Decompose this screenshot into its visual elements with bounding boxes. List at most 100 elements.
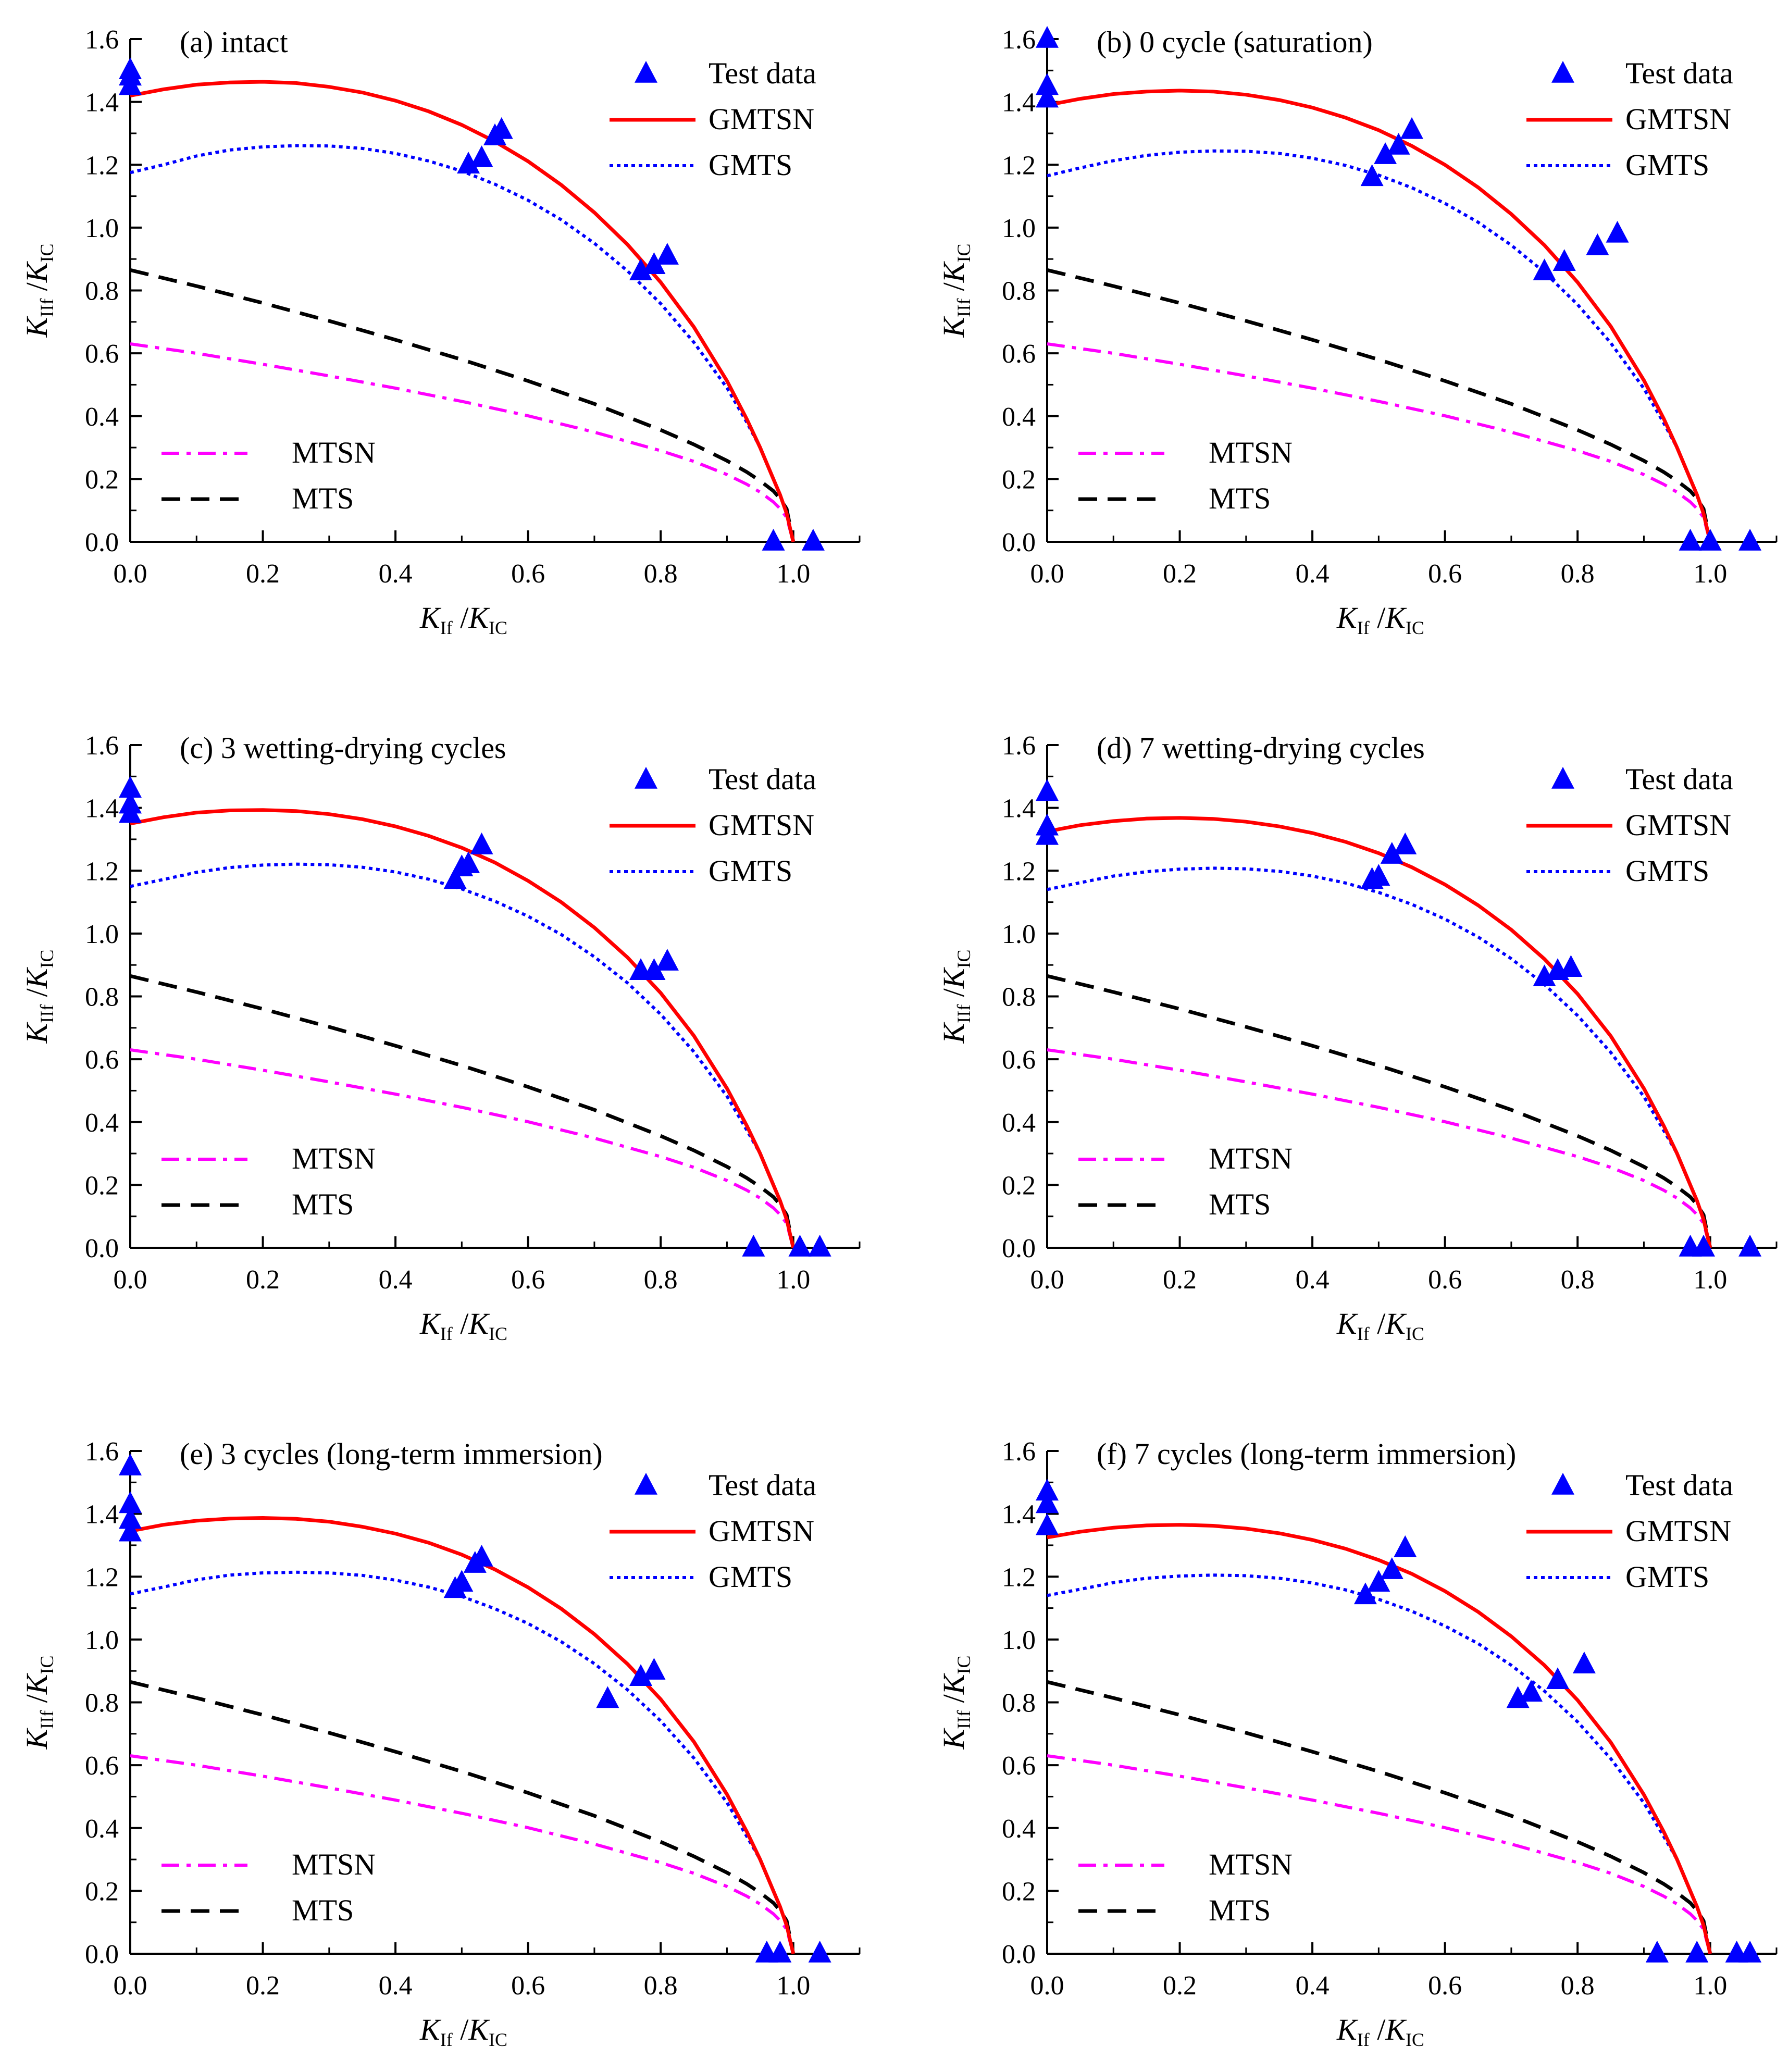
legend-label-mtsn: MTSN xyxy=(292,1142,376,1175)
y-tick-label: 0.8 xyxy=(1002,1689,1036,1718)
x-tick-label: 1.0 xyxy=(776,559,810,589)
x-tick-label: 0.8 xyxy=(1561,559,1595,589)
x-tick-label: 0.4 xyxy=(1296,1265,1330,1295)
legend-label-gmts: GMTS xyxy=(709,854,792,888)
test-data-point xyxy=(1572,1652,1596,1673)
gmtsn-curve xyxy=(1047,816,1712,1248)
test-data-point xyxy=(762,528,785,551)
panel-c: 0.0 0.2 0.4 0.6 0.8 1.0 0.0 0.2 0.4 0.6 0.8 1.0 1.2 1… xyxy=(20,731,861,1344)
y-tick-label: 1.0 xyxy=(85,920,119,949)
legend-label-gmts: GMTS xyxy=(1625,854,1709,888)
y-tick-label: 1.4 xyxy=(1002,1500,1036,1530)
legend-marker-test-data xyxy=(635,60,657,83)
legend-label-gmtsn: GMTSN xyxy=(709,1514,814,1548)
test-data-point xyxy=(742,1234,765,1257)
mts-curve xyxy=(1047,268,1712,542)
test-data-point xyxy=(1506,1686,1530,1708)
legend-marker-test-data xyxy=(1551,60,1574,83)
test-data-point xyxy=(490,117,513,139)
panel-label: (c) 3 wetting-drying cycles xyxy=(180,731,506,765)
test-data-point xyxy=(629,258,652,281)
x-tick-label: 0.6 xyxy=(511,559,545,589)
x-tick-label: 0.4 xyxy=(1296,559,1330,589)
y-tick-label: 0.8 xyxy=(1002,277,1036,306)
y-tick-label: 1.6 xyxy=(85,731,119,761)
test-data-point xyxy=(1546,1667,1569,1690)
y-tick-label: 1.6 xyxy=(85,1437,119,1467)
y-tick-label: 1.2 xyxy=(1002,151,1036,180)
legend-label-gmtsn: GMTSN xyxy=(1625,808,1731,842)
test-data-point xyxy=(1036,1491,1059,1513)
y-tick-label: 1.2 xyxy=(85,1562,119,1592)
test-data-point xyxy=(1698,528,1722,551)
legend-label-mts: MTS xyxy=(1209,1187,1271,1221)
x-tick-label: 0.8 xyxy=(1561,1265,1595,1295)
test-data-point xyxy=(1533,964,1556,987)
x-tick-label: 0.4 xyxy=(379,1265,413,1295)
test-data-point xyxy=(1380,1557,1403,1579)
test-data-point xyxy=(1685,1940,1709,1963)
y-tick-label: 0.2 xyxy=(85,1171,119,1200)
test-data-point xyxy=(450,1570,474,1592)
panel-label: (d) 7 wetting-drying cycles xyxy=(1097,731,1425,765)
legend-label-test-data: Test data xyxy=(709,56,816,90)
gmtsn-curve xyxy=(130,1516,796,1954)
test-data-point xyxy=(1380,842,1403,864)
x-tick-label: 0.2 xyxy=(1163,1265,1197,1295)
panel-label: (e) 3 cycles (long-term immersion) xyxy=(180,1437,603,1471)
test-data-point xyxy=(1552,249,1576,271)
y-tick-label: 1.4 xyxy=(85,794,119,824)
y-tick-label: 0.0 xyxy=(85,528,119,557)
y-tick-label: 0.8 xyxy=(1002,983,1036,1012)
x-tick-label: 1.0 xyxy=(1693,559,1727,589)
panel-e: 0.0 0.2 0.4 0.6 0.8 1.0 0.0 0.2 0.4 0.6 0.8 1.0 1.2 1… xyxy=(20,1437,861,2050)
x-tick-label: 0.0 xyxy=(114,1971,147,2001)
panel-label: (f) 7 cycles (long-term immersion) xyxy=(1097,1437,1516,1471)
test-data-point xyxy=(768,1940,792,1963)
x-tick-label: 1.0 xyxy=(776,1971,810,2001)
y-tick-label: 1.4 xyxy=(85,1500,119,1530)
y-tick-label: 0.0 xyxy=(1002,1940,1036,1969)
y-tick-label: 0.2 xyxy=(1002,1877,1036,1906)
mtsn-curve xyxy=(130,342,795,542)
x-axis-label: KIf /KIC xyxy=(1336,1307,1424,1344)
legend-label-test-data: Test data xyxy=(1625,1468,1733,1502)
legend-label-mts: MTS xyxy=(1209,481,1271,515)
y-tick-label: 1.2 xyxy=(1002,1562,1036,1592)
y-axis-label: KIIf /KIC xyxy=(20,1656,57,1750)
test-data-point xyxy=(808,1234,831,1257)
test-data-point xyxy=(1679,528,1702,551)
legend-label-test-data: Test data xyxy=(709,1468,816,1502)
test-data-point xyxy=(1367,864,1390,886)
legend-label-mtsn: MTSN xyxy=(1209,1847,1293,1881)
y-axis-label: KIIf /KIC xyxy=(20,244,57,338)
panel-b: 0.0 0.2 0.4 0.6 0.8 1.0 0.0 0.2 0.4 0.6 0.8 1.0 1.2 1… xyxy=(937,25,1778,638)
y-tick-label: 0.4 xyxy=(1002,402,1036,432)
y-tick-label: 0.4 xyxy=(85,1108,119,1138)
test-data-point xyxy=(1036,85,1059,108)
test-data-point xyxy=(1360,164,1384,187)
test-data-point xyxy=(1036,26,1059,48)
test-data-point xyxy=(629,1664,652,1686)
mts-curve xyxy=(1047,1680,1712,1954)
x-tick-label: 0.6 xyxy=(1428,559,1462,589)
x-tick-label: 0.0 xyxy=(114,559,147,589)
y-tick-label: 0.2 xyxy=(1002,1171,1036,1200)
y-tick-label: 1.0 xyxy=(1002,214,1036,243)
y-tick-label: 1.4 xyxy=(1002,88,1036,118)
legend-label-mtsn: MTSN xyxy=(1209,436,1293,469)
y-tick-label: 1.4 xyxy=(1002,794,1036,824)
mts-curve xyxy=(130,1680,796,1954)
gmts-curve xyxy=(1047,1573,1712,1954)
x-tick-label: 0.8 xyxy=(644,559,678,589)
test-data-point xyxy=(119,1491,142,1513)
legend-label-gmts: GMTS xyxy=(709,148,792,182)
gmts-curve xyxy=(130,862,795,1248)
y-tick-label: 1.2 xyxy=(85,151,119,180)
test-data-point xyxy=(1645,1940,1669,1963)
mtsn-curve xyxy=(130,1754,795,1954)
gmtsn-curve xyxy=(1047,1523,1712,1954)
legend-label-test-data: Test data xyxy=(1625,56,1733,90)
y-tick-label: 0.6 xyxy=(1002,1751,1036,1781)
